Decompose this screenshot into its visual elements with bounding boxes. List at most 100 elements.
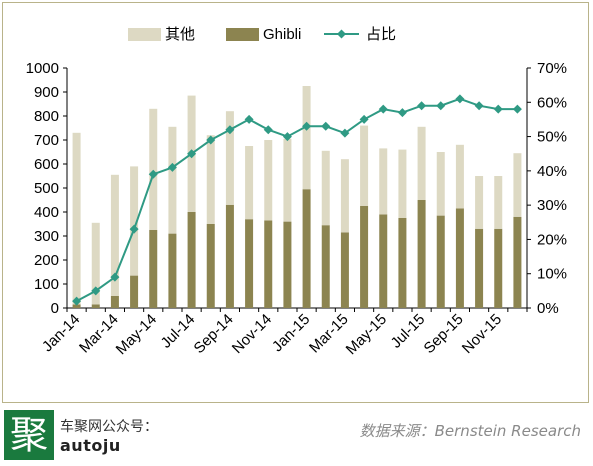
- y-left-tick-label: 500: [34, 180, 59, 197]
- bar-ghibli: [475, 228, 484, 308]
- y-right-tick-label: 0%: [537, 300, 559, 317]
- point-share: [187, 149, 197, 159]
- bar-ghibli: [110, 296, 119, 308]
- bar-other: [379, 148, 388, 215]
- bar-ghibli: [264, 220, 273, 308]
- y-left-tick-label: 0: [51, 300, 59, 317]
- point-share: [129, 224, 139, 234]
- point-share: [493, 104, 503, 114]
- legend-swatch-share-marker: [337, 29, 346, 39]
- y-right-tick-label: 20%: [537, 231, 567, 248]
- legend-swatch-ghibli: [226, 28, 259, 41]
- point-share: [167, 162, 177, 172]
- y-right-tick-label: 10%: [537, 266, 567, 283]
- legend-label-share: 占比: [366, 26, 396, 43]
- point-share: [263, 125, 273, 135]
- wechat-id: autoju: [60, 436, 121, 455]
- y-right-tick-label: 50%: [537, 129, 567, 146]
- bar-ghibli: [417, 200, 426, 308]
- bar-ghibli: [187, 212, 196, 308]
- chart-frame: [2, 2, 589, 403]
- legend-label-ghibli: Ghibli: [263, 26, 301, 43]
- y-left-tick-label: 700: [34, 132, 59, 149]
- brand-logo: 聚: [4, 410, 54, 460]
- point-share: [512, 104, 522, 114]
- point-share: [474, 101, 484, 111]
- bar-ghibli: [360, 206, 369, 308]
- point-share: [340, 128, 350, 138]
- point-share: [244, 114, 254, 124]
- bar-other: [72, 132, 81, 305]
- bar-other: [264, 140, 273, 221]
- point-share: [72, 296, 82, 306]
- y-left-tick-label: 800: [34, 108, 59, 125]
- bar-ghibli: [494, 228, 503, 308]
- y-left-tick-label: 300: [34, 228, 59, 245]
- bar-other: [206, 135, 215, 224]
- point-share: [417, 101, 427, 111]
- bar-other: [340, 159, 349, 233]
- bar-other: [245, 146, 254, 220]
- bar-other: [149, 108, 158, 230]
- bar-other: [436, 152, 445, 216]
- bar-other: [283, 138, 292, 222]
- bar-other: [110, 174, 119, 296]
- bar-ghibli: [398, 218, 407, 308]
- bar-ghibli: [283, 221, 292, 308]
- point-share: [455, 94, 465, 104]
- bar-ghibli: [302, 189, 311, 308]
- x-tick-label: Nov-15: [459, 311, 505, 357]
- x-tick-label: May-15: [343, 311, 390, 358]
- wechat-label: 车聚网公众号：: [60, 419, 158, 435]
- bar-ghibli: [225, 204, 234, 308]
- bar-other: [475, 176, 484, 229]
- bar-other: [455, 144, 464, 209]
- y-left-tick-label: 400: [34, 204, 59, 221]
- x-tick-label: Sep-15: [421, 311, 467, 357]
- point-share: [91, 286, 101, 296]
- source-note: 数据来源：Bernstein Research: [359, 422, 581, 440]
- point-share: [110, 272, 120, 282]
- y-right-tick-label: 60%: [537, 94, 567, 111]
- legend-label-other: 其他: [165, 26, 195, 43]
- legend-swatch-other: [128, 28, 161, 41]
- y-left-tick-label: 600: [34, 156, 59, 173]
- bar-other: [168, 126, 177, 234]
- point-share: [225, 125, 235, 135]
- bar-ghibli: [168, 233, 177, 308]
- point-share: [282, 132, 292, 142]
- bar-ghibli: [513, 216, 522, 308]
- bar-ghibli: [149, 230, 158, 308]
- y-right-tick-label: 40%: [537, 163, 567, 180]
- bar-other: [494, 176, 503, 229]
- bar-ghibli: [245, 219, 254, 308]
- bar-other: [91, 222, 100, 305]
- point-share: [302, 121, 312, 131]
- footer: 聚 车聚网公众号： autoju 数据来源：Bernstein Research: [0, 406, 593, 466]
- y-right-tick-label: 30%: [537, 197, 567, 214]
- bar-ghibli: [91, 304, 100, 308]
- bar-ghibli: [340, 232, 349, 308]
- bar-other: [398, 149, 407, 218]
- bar-ghibli: [206, 224, 215, 308]
- x-tick-label: Jan-14: [39, 311, 83, 355]
- x-tick-label: May-14: [113, 311, 160, 358]
- point-share: [378, 104, 388, 114]
- x-tick-label: Nov-14: [229, 311, 275, 357]
- bar-other: [360, 125, 369, 206]
- bar-ghibli: [130, 275, 139, 308]
- bar-ghibli: [436, 215, 445, 308]
- bar-other: [302, 86, 311, 190]
- y-right-tick-label: 70%: [537, 60, 567, 77]
- chart: 0 100 200 300 400 500 600 700 800 900 1000 0% 10% 20%…: [26, 26, 567, 358]
- x-tick-label: Sep-14: [191, 311, 237, 357]
- bar-other: [417, 126, 426, 200]
- bar-ghibli: [321, 225, 330, 308]
- bar-ghibli: [72, 304, 81, 308]
- bar-ghibli: [455, 208, 464, 308]
- bar-other: [513, 153, 522, 217]
- point-share: [436, 101, 446, 111]
- line-share: [76, 97, 518, 303]
- bar-ghibli: [379, 214, 388, 308]
- y-left-tick-label: 1000: [26, 60, 59, 77]
